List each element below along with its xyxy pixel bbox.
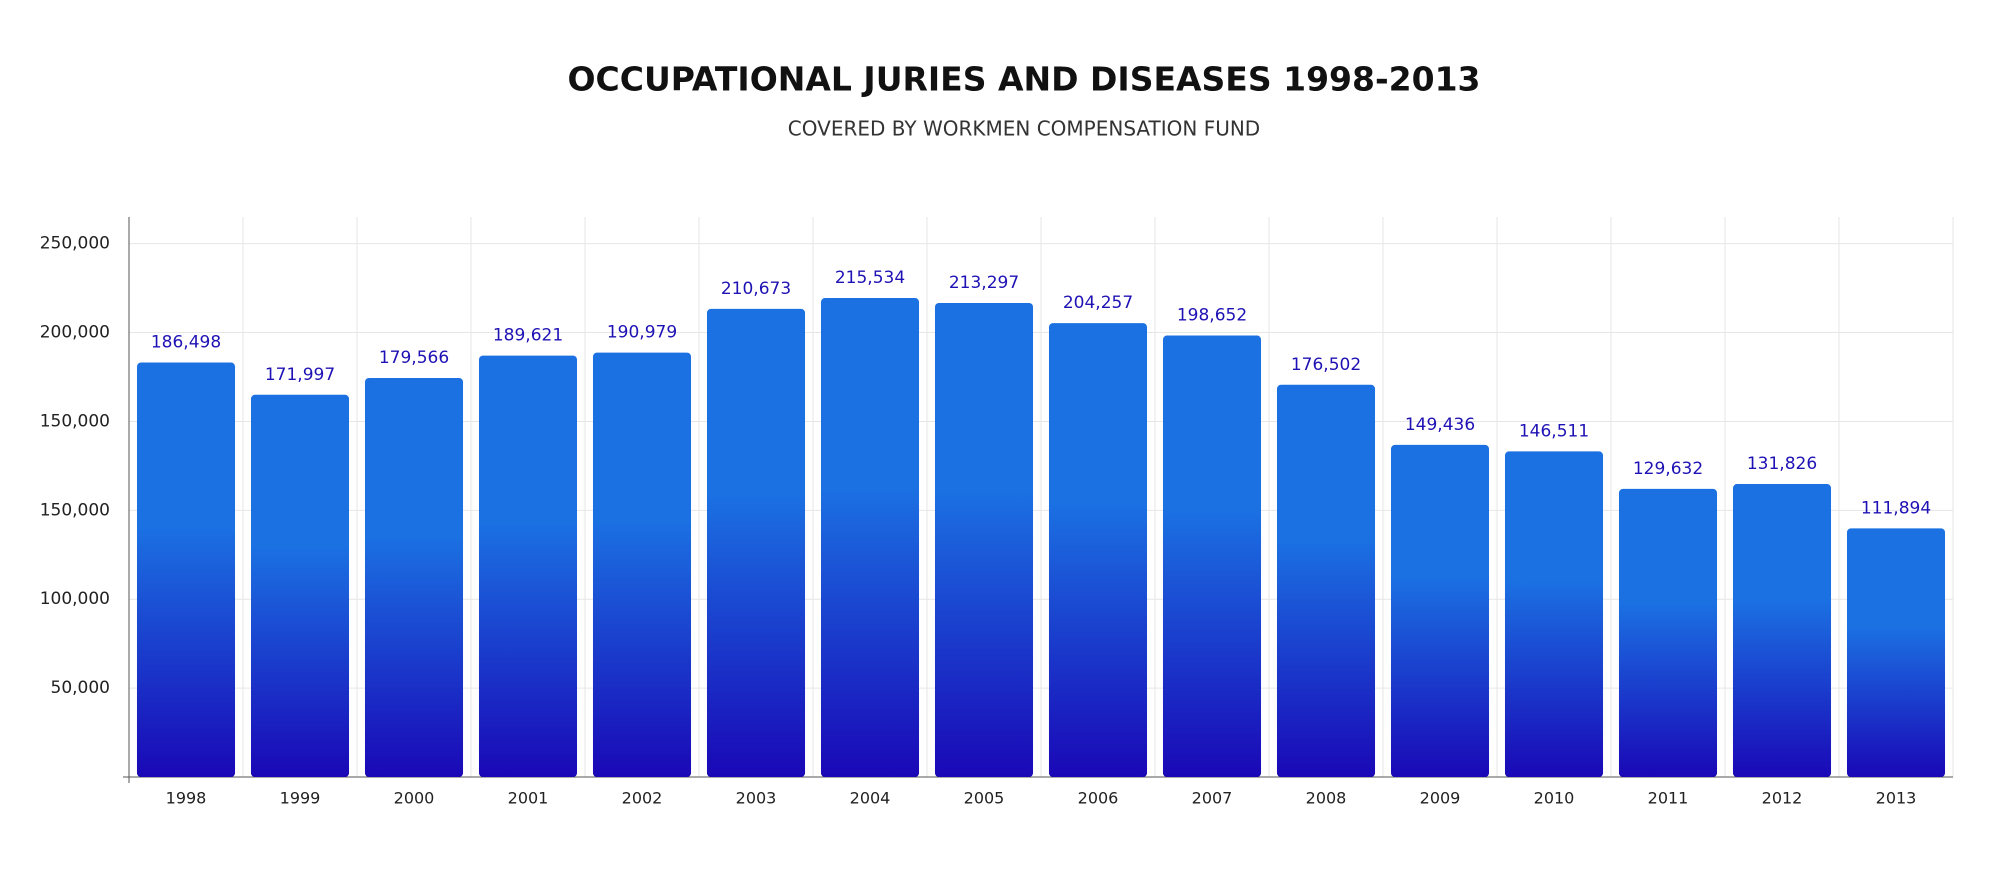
bar	[478, 355, 578, 777]
bar	[592, 352, 692, 777]
bar	[136, 362, 236, 777]
x-tick-label: 2002	[622, 789, 663, 808]
bar	[1390, 444, 1490, 777]
data-label: 198,652	[1177, 306, 1247, 326]
x-tick-label: 2006	[1078, 789, 1119, 808]
x-tick-label: 2001	[508, 789, 549, 808]
x-tick-label: 2013	[1876, 789, 1917, 808]
data-label: 179,566	[379, 348, 449, 368]
bar	[1618, 488, 1718, 777]
bar	[1162, 335, 1262, 777]
x-tick-label: 2012	[1762, 789, 1803, 808]
x-tick-label: 2009	[1420, 789, 1461, 808]
data-label: 186,498	[151, 333, 221, 353]
data-label: 146,511	[1519, 421, 1589, 441]
y-tick-label: 250,000	[40, 234, 110, 254]
y-tick-label: 200,000	[40, 323, 110, 343]
chart-subtitle: COVERED BY WORKMEN COMPENSATION FUND	[788, 117, 1260, 141]
x-tick-label: 2007	[1192, 789, 1233, 808]
data-label: 189,621	[493, 326, 563, 346]
bar	[364, 377, 464, 777]
x-tick-label: 2008	[1306, 789, 1347, 808]
bar	[250, 394, 350, 777]
x-tick-label: 2010	[1534, 789, 1575, 808]
data-label: 204,257	[1063, 293, 1133, 313]
x-tick-label: 2003	[736, 789, 777, 808]
bar	[1732, 484, 1832, 777]
data-label: 213,297	[949, 273, 1019, 293]
bar	[706, 308, 806, 777]
bar	[1846, 528, 1946, 777]
bar	[1276, 384, 1376, 777]
data-label: 210,673	[721, 279, 791, 299]
data-label: 190,979	[607, 323, 677, 343]
data-label: 149,436	[1405, 415, 1475, 435]
bar	[1048, 323, 1148, 777]
chart-title: OCCUPATIONAL JURIES AND DISEASES 1998-20…	[567, 60, 1480, 99]
bar	[1504, 451, 1604, 777]
y-tick-label: 150,000	[40, 411, 110, 431]
x-tick-label: 2005	[964, 789, 1005, 808]
data-label: 176,502	[1291, 355, 1361, 375]
x-tick-label: 1998	[166, 789, 207, 808]
x-tick-label: 2000	[394, 789, 435, 808]
y-tick-label: 150,000	[40, 500, 110, 520]
x-tick-label: 2011	[1648, 789, 1689, 808]
y-tick-label: 50,000	[51, 678, 110, 698]
bar	[934, 303, 1034, 777]
data-label: 171,997	[265, 365, 335, 385]
y-tick-label: 100,000	[40, 589, 110, 609]
bar	[820, 298, 920, 777]
x-tick-label: 2004	[850, 789, 891, 808]
data-label: 129,632	[1633, 459, 1703, 479]
data-label: 111,894	[1861, 498, 1931, 518]
data-label: 215,534	[835, 268, 905, 288]
x-tick-label: 1999	[280, 789, 321, 808]
data-label: 131,826	[1747, 454, 1817, 474]
